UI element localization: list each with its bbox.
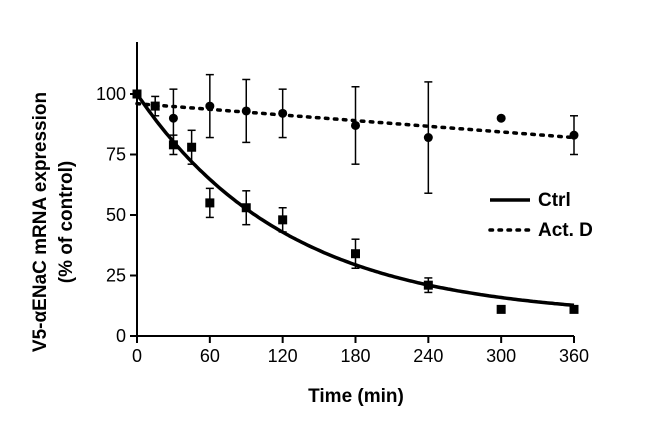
x-tick-label: 0 bbox=[132, 346, 142, 366]
data-point-actd bbox=[150, 101, 160, 111]
error-bars bbox=[151, 73, 578, 294]
data-point-ctrl bbox=[278, 215, 288, 225]
data-point-actd bbox=[496, 113, 506, 123]
data-point-actd bbox=[241, 106, 251, 116]
data-point-ctrl bbox=[241, 203, 251, 213]
y-tick-label: 25 bbox=[106, 266, 126, 286]
x-tick-label: 240 bbox=[413, 346, 443, 366]
data-point-actd bbox=[278, 108, 288, 118]
x-axis-title: Time (min) bbox=[308, 386, 404, 407]
data-point-actd bbox=[423, 133, 433, 143]
data-point-ctrl bbox=[205, 198, 215, 208]
data-point-ctrl bbox=[423, 280, 433, 290]
ticks: 0 60 120 180 240 300 360 0 25 50 75 100 bbox=[96, 84, 589, 366]
y-tick-label: 50 bbox=[106, 205, 126, 225]
data-markers bbox=[132, 89, 579, 314]
x-tick-label: 60 bbox=[200, 346, 220, 366]
data-point-ctrl bbox=[187, 142, 197, 152]
x-tick-label: 360 bbox=[559, 346, 589, 366]
y-tick-label: 0 bbox=[116, 326, 126, 346]
x-tick-label: 180 bbox=[340, 346, 370, 366]
data-point-actd bbox=[569, 130, 579, 140]
y-tick-label: 100 bbox=[96, 84, 126, 104]
y-axis-title-line1: V5-αENaC mRNA expression bbox=[30, 92, 51, 352]
data-point-ctrl bbox=[168, 140, 178, 150]
data-point-ctrl bbox=[496, 304, 506, 314]
data-point-actd bbox=[168, 113, 178, 123]
y-tick-label: 75 bbox=[106, 145, 126, 165]
data-point-ctrl bbox=[351, 249, 360, 259]
data-point-actd bbox=[351, 120, 360, 130]
x-tick-label: 300 bbox=[486, 346, 516, 366]
legend: Ctrl Act. D bbox=[488, 190, 593, 241]
y-axis-title-line2: (% of control) bbox=[56, 161, 77, 283]
legend-actd-label: Act. D bbox=[538, 220, 593, 241]
data-point-actd bbox=[132, 89, 142, 99]
legend-ctrl-label: Ctrl bbox=[538, 190, 571, 211]
data-point-ctrl bbox=[569, 304, 579, 314]
data-point-actd bbox=[205, 101, 215, 111]
x-tick-label: 120 bbox=[268, 346, 298, 366]
